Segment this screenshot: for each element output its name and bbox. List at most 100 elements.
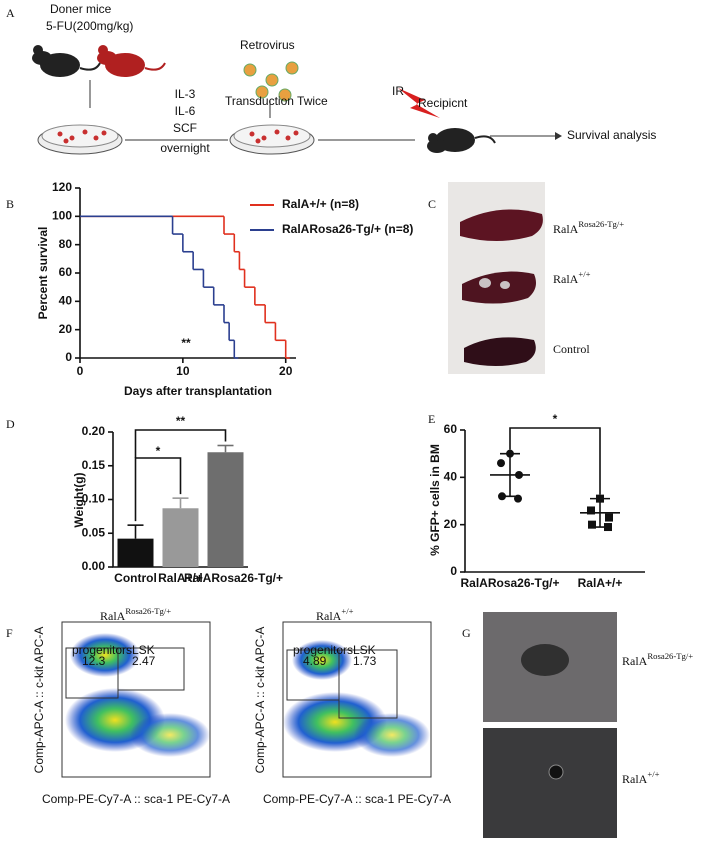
y-axis-label: Percent survival: [36, 227, 50, 320]
x-tick-label: Control: [114, 571, 157, 585]
label: IL-6: [175, 104, 196, 118]
label: RalA+/+: [553, 269, 591, 286]
gate-label: progenitors: [72, 643, 132, 657]
gate-value: 12.3: [82, 654, 106, 668]
label-base: RalA: [622, 654, 648, 668]
point: [596, 494, 604, 503]
label: SCF: [173, 121, 197, 135]
y-tick-label: 0.15: [82, 458, 106, 472]
bar: [207, 452, 244, 567]
mouse: [32, 45, 101, 77]
y-tick-label: 40: [444, 470, 458, 484]
mouse: [427, 128, 496, 153]
annotation: *: [553, 412, 558, 426]
colony: [521, 644, 569, 676]
bracket: [509, 427, 601, 495]
axis: [79, 188, 296, 359]
axis-label: Comp-PE-Cy7-A :: sca-1 PE-Cy7-A: [42, 792, 230, 806]
bracket: [134, 429, 227, 458]
spleen-photo: [448, 182, 545, 374]
label-base: RalA: [100, 609, 126, 623]
label-sup: Rosa26-Tg/+: [647, 651, 693, 661]
panel-label: D: [6, 417, 15, 431]
x-tick-label: RalARosa26-Tg/+: [460, 576, 559, 590]
point: [588, 520, 596, 529]
axis-label: Comp-PE-Cy7-A :: sca-1 PE-Cy7-A: [263, 792, 451, 806]
x-tick-label: RalA+/+: [158, 571, 203, 585]
panel-label: F: [6, 626, 13, 640]
label: Retrovirus: [240, 38, 295, 52]
bar: [162, 508, 199, 567]
y-tick-label: 20: [444, 517, 458, 531]
label: RalA+/+: [316, 606, 354, 623]
label: IR: [392, 84, 404, 98]
colony-image: [483, 728, 617, 838]
point: [515, 470, 523, 479]
axis-label: Comp-APC-A :: c-kit APC-A: [32, 627, 46, 774]
x-tick-label: 20: [279, 364, 293, 378]
virus: [243, 61, 299, 102]
lightning: [398, 88, 440, 118]
label-sup: +/+: [578, 269, 590, 279]
label: IL-3: [175, 87, 196, 101]
label: RalARosa26-Tg/+: [553, 219, 624, 236]
dish: [229, 124, 315, 155]
point: [605, 513, 613, 522]
x-tick-label: 10: [176, 364, 190, 378]
dish: [37, 124, 123, 155]
bracket: [134, 457, 182, 522]
label-base: Control: [553, 342, 590, 356]
schematic: Doner mice 5-FU(200mg/kg) Retrovirus IL-…: [32, 2, 656, 155]
gate-value: 4.89: [303, 654, 327, 668]
y-tick-label: 0.10: [82, 492, 106, 506]
label: RalARosa26-Tg/+: [100, 606, 171, 623]
annotation: **: [176, 414, 186, 428]
y-tick-label: 100: [52, 209, 72, 223]
gate-value: 1.73: [353, 654, 377, 668]
y-axis-label: Weight(g): [72, 472, 86, 527]
panel-label: G: [462, 626, 471, 640]
x-axis-label: Days after transplantation: [124, 384, 272, 398]
y-tick-label: 0.00: [82, 559, 106, 573]
y-tick-label: 20: [59, 322, 73, 336]
point: [587, 506, 595, 515]
y-axis-label: % GFP+ cells in BM: [428, 444, 442, 556]
y-tick-label: 60: [444, 422, 458, 436]
x-tick-label: RalA+/+: [578, 576, 623, 590]
panel-label: C: [428, 197, 436, 211]
x-tick-label: RalARosa26-Tg/+: [184, 571, 283, 585]
gate-label: LSK: [132, 643, 155, 657]
label: RalA+/+: [622, 769, 660, 786]
label: Transduction Twice: [225, 94, 328, 108]
gate-value: 2.47: [132, 654, 156, 668]
point: [506, 449, 514, 458]
y-tick-label: 60: [59, 265, 73, 279]
label-base: RalA: [316, 609, 342, 623]
y-tick-label: 0.20: [82, 424, 106, 438]
annotation: **: [181, 336, 191, 350]
mouse: [97, 45, 166, 77]
axis: [464, 430, 645, 573]
y-tick-label: 0.05: [82, 525, 106, 539]
label: RalARosa26-Tg/+: [622, 651, 693, 668]
label-sup: +/+: [341, 606, 353, 616]
point: [497, 459, 505, 468]
label-base: RalA: [553, 222, 579, 236]
label: Doner mice: [50, 2, 112, 16]
label: Control: [553, 342, 590, 356]
label: 5-FU(200mg/kg): [46, 19, 133, 33]
legend-label: RalA+/+ (n=8): [282, 197, 359, 211]
y-tick-label: 40: [59, 294, 73, 308]
point: [498, 492, 506, 501]
label-base: RalA: [553, 272, 579, 286]
panel-label: A: [6, 6, 15, 20]
label-sup: Rosa26-Tg/+: [125, 606, 171, 616]
y-tick-label: 120: [52, 180, 72, 194]
gate-label: LSK: [353, 643, 376, 657]
panel-label: B: [6, 197, 14, 211]
colony: [548, 764, 564, 780]
label-sup: +/+: [647, 769, 659, 779]
y-tick-label: 0: [65, 350, 72, 364]
axis-label: Comp-APC-A :: c-kit APC-A: [253, 627, 267, 774]
